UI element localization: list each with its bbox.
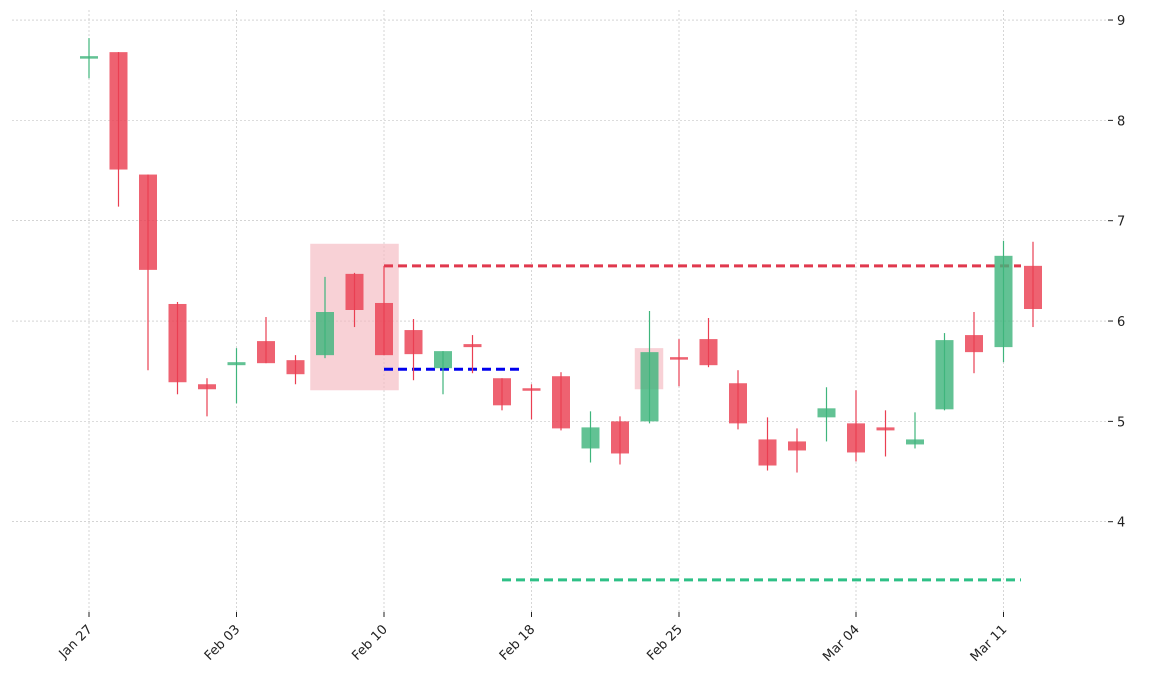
y-tick-label: 9	[1117, 14, 1125, 29]
candle-body	[375, 302, 393, 356]
x-tick-label: Feb 03	[202, 622, 244, 664]
candle-body	[965, 335, 983, 353]
candle-body	[729, 383, 747, 424]
candle	[552, 372, 570, 431]
candle	[316, 276, 334, 359]
candle	[935, 333, 954, 411]
candle-body	[139, 174, 157, 270]
candle-body	[847, 423, 865, 453]
candle	[758, 417, 777, 471]
candle-body	[434, 351, 452, 369]
candle	[581, 411, 600, 463]
candle-body	[581, 427, 600, 449]
candle	[139, 174, 157, 371]
x-tick-label: Feb 25	[644, 622, 686, 664]
candle-body	[522, 388, 541, 391]
candle	[847, 390, 865, 462]
candle-body	[817, 408, 836, 418]
candle	[788, 428, 806, 473]
candle	[80, 38, 98, 79]
x-tick-label: Mar 04	[820, 622, 863, 665]
candle-body	[198, 384, 216, 390]
candle	[640, 311, 659, 424]
candle	[286, 355, 305, 385]
candle	[198, 378, 216, 417]
candle-body	[788, 441, 806, 451]
candle	[404, 319, 423, 381]
candle	[493, 378, 511, 411]
x-tick-label: Feb 10	[349, 622, 391, 664]
axes: 4 5 6 7 8 9 Jan 27 Feb 03 Feb 10 Feb 18 Feb 25 Mar …	[56, 14, 1126, 665]
candle	[345, 272, 364, 328]
candle	[1024, 241, 1042, 328]
candle-body	[640, 352, 659, 422]
candle	[699, 318, 718, 368]
y-tick-label: 4	[1117, 516, 1125, 531]
candle-body	[758, 439, 777, 466]
candle	[994, 240, 1013, 363]
candle	[906, 412, 924, 449]
candle-body	[404, 330, 423, 355]
candle-body	[1024, 265, 1042, 309]
candle	[168, 301, 187, 395]
y-tick-label: 7	[1117, 215, 1125, 230]
candle-body	[876, 427, 895, 431]
candle	[611, 416, 629, 465]
candle-body	[906, 439, 924, 445]
x-tick-label: Feb 18	[497, 622, 539, 664]
candle	[876, 410, 895, 457]
candle-body	[935, 340, 954, 410]
candle-body	[257, 341, 275, 364]
candle-body	[286, 360, 305, 375]
candle-body	[316, 312, 334, 356]
candles	[80, 38, 1042, 473]
candle-body	[699, 339, 718, 366]
candle-body	[80, 56, 98, 59]
candle	[965, 312, 983, 374]
candle	[109, 52, 128, 207]
candle-body	[463, 344, 482, 348]
y-tick-label: 6	[1117, 315, 1125, 330]
candle-body	[493, 378, 511, 406]
candle	[817, 387, 836, 442]
candle-body	[670, 357, 688, 360]
candle-body	[168, 303, 187, 383]
candle-body	[611, 421, 629, 454]
y-tick-label: 8	[1117, 114, 1125, 129]
candle	[375, 265, 393, 356]
annotation-lines	[384, 264, 1021, 582]
y-tick-label: 5	[1117, 415, 1125, 430]
x-tick-label: Jan 27	[56, 622, 96, 662]
candle-body	[345, 273, 364, 310]
candle-body	[994, 255, 1013, 348]
candle	[729, 370, 747, 430]
candle	[257, 317, 275, 364]
candle	[522, 384, 541, 420]
candle	[670, 339, 688, 387]
candle-body	[552, 376, 570, 429]
candle-body	[227, 362, 246, 366]
candle	[227, 348, 246, 404]
candle	[434, 351, 452, 395]
candle	[463, 335, 482, 374]
x-tick-label: Mar 11	[968, 622, 1011, 665]
candle-body	[109, 52, 128, 170]
